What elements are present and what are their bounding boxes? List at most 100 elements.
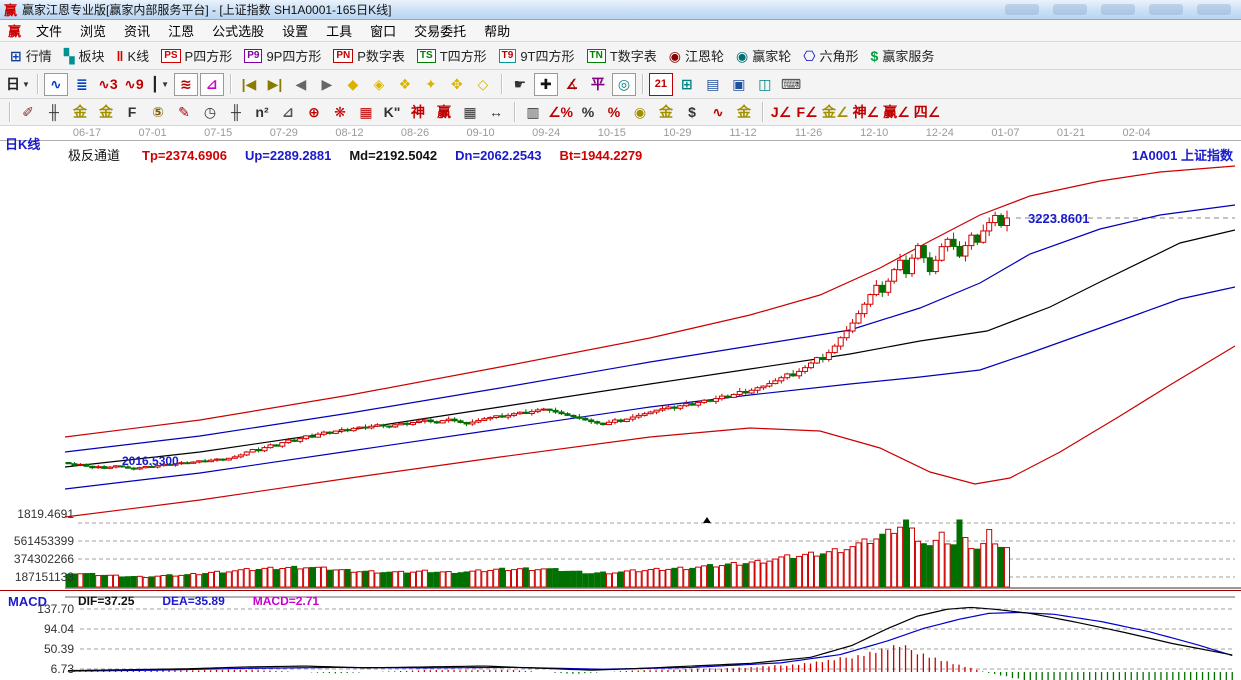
- tool-wave-9-icon[interactable]: ∿9: [124, 75, 144, 92]
- tool-notes-icon[interactable]: ▤: [706, 75, 720, 92]
- tool-calendar-21-icon[interactable]: 21: [648, 72, 673, 96]
- tool-screen-web-icon[interactable]: ◫: [758, 75, 772, 92]
- draw-gold-angle-icon[interactable]: 金∠: [822, 104, 849, 120]
- toolbar-button-t-number-table[interactable]: TN T数字表: [582, 45, 662, 67]
- tool-analysis-tool-icon[interactable]: ◎: [611, 72, 636, 96]
- toolbar-button-p-square[interactable]: PS P四方形: [156, 45, 237, 67]
- symbol-label: 1A0001 上证指数: [1131, 148, 1233, 163]
- draw-marker-pen-icon[interactable]: ✎: [178, 103, 190, 120]
- menu-item-8[interactable]: 窗口: [370, 24, 397, 39]
- toolbar-button-p-number-table[interactable]: PN P数字表: [328, 45, 410, 67]
- draw-number-grid-icon[interactable]: ▦: [463, 103, 477, 120]
- menu-item-9[interactable]: 交易委托: [414, 24, 467, 39]
- draw-dollar-draw-icon[interactable]: $: [688, 104, 696, 120]
- toolbar-button-hexagon[interactable]: ⎔ 六角形: [798, 45, 863, 67]
- draw-win-grid-icon[interactable]: 赢: [437, 104, 451, 120]
- tool-diamond-left-icon[interactable]: ◆: [347, 75, 359, 92]
- draw-gold-grid-a-icon[interactable]: 金: [73, 104, 87, 120]
- titlebar-button-4[interactable]: [1149, 4, 1183, 15]
- draw-percent-icon[interactable]: %: [581, 104, 595, 120]
- toolbar-button-9t-square[interactable]: T9 9T四方形: [494, 45, 580, 67]
- tool-candle-style-dropdown-icon[interactable]: ┃ ▼: [150, 75, 170, 92]
- draw-draw-knife-icon[interactable]: ✐: [22, 103, 34, 120]
- draw-percent-line-icon[interactable]: %: [607, 104, 621, 120]
- menu-item-7[interactable]: 工具: [326, 24, 353, 39]
- draw-k-quote-icon[interactable]: K": [383, 104, 401, 120]
- titlebar-button-1[interactable]: [1005, 4, 1039, 15]
- tool-wave-3-icon[interactable]: ∿3: [98, 75, 118, 92]
- draw-shen-angle-icon[interactable]: 神∠: [852, 104, 880, 120]
- tool-line-style-icon[interactable]: ∿: [43, 72, 68, 96]
- tool-hand-tool-icon[interactable]: ☛: [513, 75, 527, 92]
- tool-first-page-icon[interactable]: |◀: [241, 75, 257, 92]
- tool-diamond-snow-icon[interactable]: ✥: [451, 75, 463, 92]
- draw-degree-circle-icon[interactable]: ◷: [203, 103, 217, 120]
- menu-item-2[interactable]: 浏览: [80, 24, 107, 39]
- channel-value: Tp=2374.6906: [142, 148, 227, 163]
- draw-f-grid-icon[interactable]: F: [127, 104, 137, 120]
- menu-item-5[interactable]: 公式选股: [212, 24, 265, 39]
- tool-last-page-icon[interactable]: ▶|: [267, 75, 283, 92]
- macd-axis-label: 137.70: [37, 602, 74, 616]
- titlebar-button-3[interactable]: [1101, 4, 1135, 15]
- draw-percent-angle-icon[interactable]: ∠%: [548, 103, 573, 120]
- draw-comb-lines-icon[interactable]: ╫: [231, 104, 241, 120]
- toolbar-button-sectors[interactable]: ▚ 板块: [59, 45, 110, 67]
- menu-item-3[interactable]: 资讯: [124, 24, 151, 39]
- toolbar-button-quotes[interactable]: ⊞ 行情: [5, 45, 57, 67]
- draw-n-square-icon[interactable]: n²: [255, 104, 269, 120]
- toolbar-button-kline[interactable]: ǁ K线: [112, 45, 155, 67]
- toolbar-button-t-square[interactable]: TS T四方形: [412, 45, 492, 67]
- tool-print-icon[interactable]: ⌨: [780, 75, 802, 92]
- titlebar-button-5[interactable]: [1197, 4, 1231, 15]
- draw-red-grid-box-icon[interactable]: ▦: [359, 103, 373, 120]
- draw-width-arrow-icon[interactable]: ↔: [489, 104, 503, 120]
- draw-win-angle-icon[interactable]: 赢∠: [883, 104, 910, 120]
- tool-diamond-cross-icon[interactable]: ◇: [477, 75, 489, 92]
- draw-angle-mirror-icon[interactable]: ⊿: [282, 103, 294, 120]
- menu-item-6[interactable]: 设置: [282, 24, 309, 39]
- chart-svg[interactable]: [0, 141, 1241, 680]
- tool-step-forward-icon[interactable]: ▶: [321, 75, 333, 92]
- toolbar-button-gann-wheel[interactable]: ◉ 江恩轮: [664, 45, 729, 67]
- draw-spider-web-icon[interactable]: ❋: [334, 103, 346, 120]
- tool-flag-histogram-icon[interactable]: ⊿: [199, 72, 224, 96]
- draw-spiral-5-icon[interactable]: ⑤: [152, 103, 164, 120]
- draw-gold-circle-icon[interactable]: ◉: [633, 103, 647, 120]
- tool-diamond-right-icon[interactable]: ◈: [373, 75, 385, 92]
- chart-canvas[interactable]: 日K线 极反通道 Tp=2374.6906 Up=2289.2881 Md=2192.…: [0, 137, 1241, 680]
- tool-step-back-icon[interactable]: ◀: [295, 75, 307, 92]
- draw-red-wave-channel-icon[interactable]: ∿: [712, 103, 724, 120]
- draw-shen-grid-icon[interactable]: 神: [411, 104, 425, 120]
- draw-gold-grid-b-icon[interactable]: 金: [99, 104, 113, 120]
- toolbar-button-winner-service[interactable]: $ 赢家服务: [866, 45, 940, 67]
- draw-gold-levels-icon[interactable]: 金: [659, 104, 673, 120]
- draw-f-angle-icon[interactable]: F∠: [796, 103, 818, 120]
- titlebar-button-2[interactable]: [1053, 4, 1087, 15]
- tool-diamond-expand-icon[interactable]: ❖: [398, 75, 412, 92]
- draw-gold-red-levels-icon[interactable]: 金: [737, 104, 751, 120]
- tool-gann-flower-tool-icon[interactable]: 平: [590, 76, 605, 92]
- menu-item-10[interactable]: 帮助: [484, 24, 511, 39]
- tool-angle-tool-icon[interactable]: ∡: [565, 75, 579, 92]
- draw-gann-grid-icon[interactable]: ╫: [49, 104, 59, 120]
- draw-j-angle-icon[interactable]: J∠: [770, 103, 792, 120]
- tool-period-day-dropdown-icon[interactable]: 日 ▼: [6, 76, 30, 92]
- menu-item-1[interactable]: 文件: [36, 24, 63, 39]
- tool-info-panel-icon[interactable]: ≣: [76, 75, 88, 92]
- sectors-icon: ▚: [63, 47, 75, 64]
- tool-save-layout-icon[interactable]: ▣: [732, 75, 746, 92]
- t-number-table-label: T数字表: [609, 49, 657, 64]
- tool-diamond-star-icon[interactable]: ✦: [425, 75, 437, 92]
- tool-crosshair-tool-icon[interactable]: ✚: [533, 72, 558, 96]
- draw-price-ladder-icon[interactable]: ▥: [526, 103, 540, 120]
- toolbar-button-winner-wheel[interactable]: ◉ 赢家轮: [731, 45, 796, 67]
- date-tick-02-04: 02-04: [1122, 127, 1151, 139]
- tool-calculator-icon[interactable]: ⊞: [681, 75, 693, 92]
- date-tick-09-10: 09-10: [466, 127, 495, 139]
- tool-red-wave-icon[interactable]: ≋: [173, 72, 198, 96]
- menu-item-4[interactable]: 江恩: [168, 24, 195, 39]
- draw-four-angle-icon[interactable]: 四∠: [913, 104, 941, 120]
- draw-circle-cross-icon[interactable]: ⊕: [308, 103, 320, 120]
- toolbar-button-9p-square[interactable]: P9 9P四方形: [239, 45, 326, 67]
